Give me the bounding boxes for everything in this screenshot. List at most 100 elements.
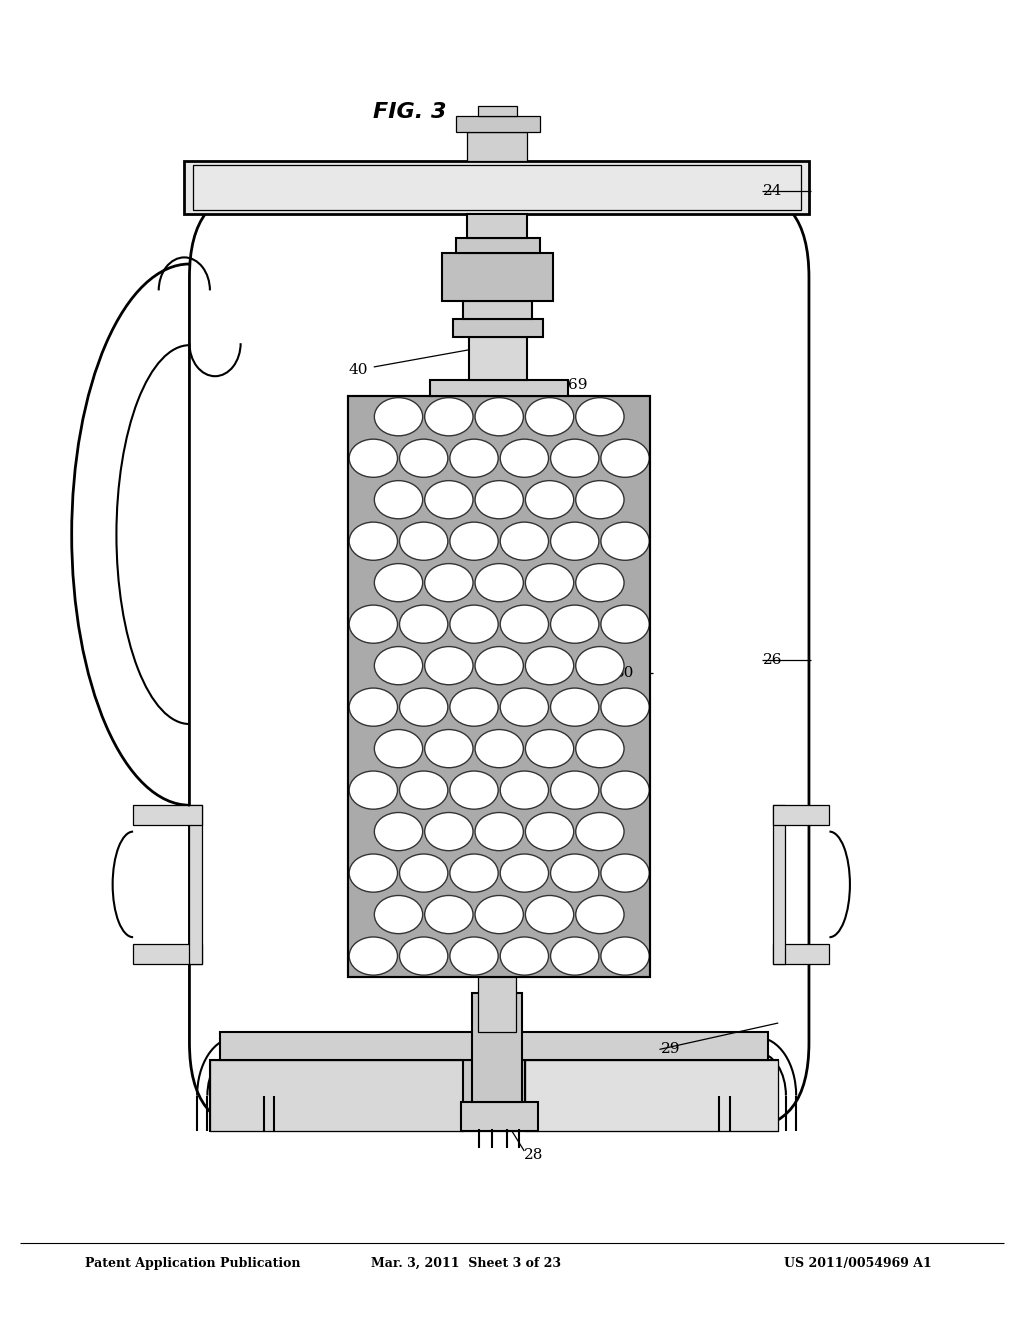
Bar [453, 319, 543, 337]
Ellipse shape [475, 564, 523, 602]
Ellipse shape [375, 647, 423, 685]
Ellipse shape [450, 854, 499, 892]
Ellipse shape [450, 688, 499, 726]
Bar [461, 1102, 538, 1131]
Ellipse shape [525, 564, 573, 602]
Ellipse shape [399, 605, 447, 643]
Ellipse shape [500, 771, 549, 809]
Bar [133, 805, 202, 825]
Ellipse shape [525, 397, 573, 436]
Bar [442, 253, 553, 301]
Ellipse shape [601, 771, 649, 809]
Ellipse shape [500, 854, 549, 892]
Ellipse shape [349, 854, 397, 892]
Ellipse shape [399, 688, 447, 726]
Ellipse shape [575, 813, 624, 850]
Bar [210, 1060, 463, 1131]
Text: Mar. 3, 2011  Sheet 3 of 23: Mar. 3, 2011 Sheet 3 of 23 [371, 1257, 561, 1270]
Ellipse shape [525, 647, 573, 685]
Ellipse shape [425, 480, 473, 519]
Ellipse shape [475, 480, 523, 519]
Bar [773, 805, 785, 964]
Ellipse shape [425, 647, 473, 685]
Bar [430, 380, 568, 396]
Bar [773, 944, 829, 964]
Bar [189, 805, 202, 964]
Ellipse shape [551, 440, 599, 478]
Ellipse shape [375, 564, 423, 602]
Ellipse shape [601, 440, 649, 478]
Bar [773, 805, 829, 825]
Ellipse shape [425, 895, 473, 933]
Ellipse shape [601, 523, 649, 560]
Ellipse shape [500, 523, 549, 560]
Ellipse shape [500, 688, 549, 726]
Text: 24: 24 [763, 185, 782, 198]
Ellipse shape [525, 895, 573, 933]
Ellipse shape [375, 813, 423, 850]
Ellipse shape [601, 688, 649, 726]
FancyBboxPatch shape [189, 191, 809, 1129]
Ellipse shape [475, 813, 523, 850]
Text: FIG. 3: FIG. 3 [373, 102, 446, 123]
Ellipse shape [349, 440, 397, 478]
Ellipse shape [575, 480, 624, 519]
Bar [193, 165, 801, 210]
Ellipse shape [575, 564, 624, 602]
Ellipse shape [349, 605, 397, 643]
Ellipse shape [349, 523, 397, 560]
Bar [478, 970, 516, 1032]
Bar [478, 106, 517, 116]
Ellipse shape [551, 688, 599, 726]
Bar [467, 132, 527, 161]
Ellipse shape [450, 771, 499, 809]
Ellipse shape [475, 647, 523, 685]
Bar [220, 1032, 768, 1060]
Ellipse shape [450, 523, 499, 560]
Text: 50: 50 [614, 667, 634, 680]
Ellipse shape [551, 937, 599, 975]
Ellipse shape [601, 937, 649, 975]
Ellipse shape [375, 397, 423, 436]
Bar [348, 396, 650, 977]
Ellipse shape [375, 730, 423, 768]
Ellipse shape [601, 854, 649, 892]
Text: 26: 26 [763, 653, 782, 667]
Bar [463, 1060, 524, 1131]
Text: US 2011/0054969 A1: US 2011/0054969 A1 [784, 1257, 932, 1270]
Ellipse shape [450, 937, 499, 975]
Ellipse shape [500, 440, 549, 478]
Ellipse shape [500, 605, 549, 643]
Bar [463, 301, 532, 319]
Ellipse shape [375, 895, 423, 933]
Ellipse shape [375, 480, 423, 519]
Ellipse shape [399, 937, 447, 975]
Bar [456, 116, 540, 132]
Ellipse shape [349, 771, 397, 809]
Text: 40: 40 [348, 363, 368, 376]
Ellipse shape [450, 440, 499, 478]
Bar [469, 337, 527, 380]
Text: Patent Application Publication: Patent Application Publication [85, 1257, 300, 1270]
Ellipse shape [349, 688, 397, 726]
Ellipse shape [475, 730, 523, 768]
Ellipse shape [525, 480, 573, 519]
Ellipse shape [500, 937, 549, 975]
Bar [524, 1060, 778, 1131]
Ellipse shape [425, 813, 473, 850]
Ellipse shape [525, 730, 573, 768]
Ellipse shape [349, 937, 397, 975]
Bar [467, 214, 527, 238]
Ellipse shape [450, 605, 499, 643]
Bar [133, 944, 202, 964]
Ellipse shape [425, 730, 473, 768]
Ellipse shape [475, 895, 523, 933]
Ellipse shape [575, 647, 624, 685]
Bar [348, 396, 650, 977]
Ellipse shape [551, 771, 599, 809]
Ellipse shape [551, 605, 599, 643]
Ellipse shape [475, 397, 523, 436]
Ellipse shape [399, 440, 447, 478]
Ellipse shape [399, 854, 447, 892]
Bar [210, 1060, 778, 1131]
